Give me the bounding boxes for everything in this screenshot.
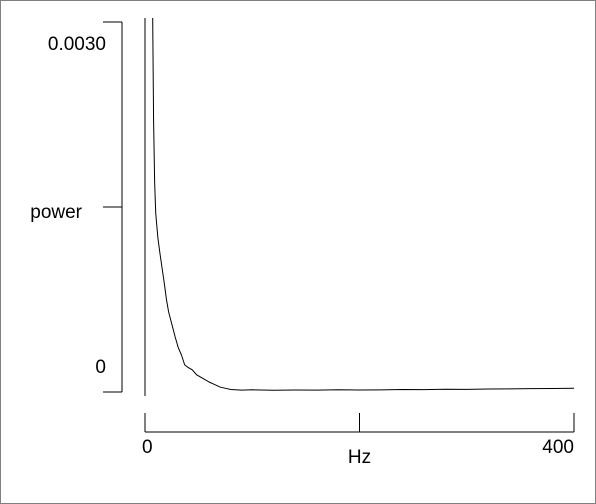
- data-line: [152, 18, 575, 391]
- x-tick-label: Hz: [348, 447, 371, 468]
- y-tick-label: 0.0030: [48, 34, 106, 55]
- x-tick-label: 0: [142, 437, 153, 458]
- x-tick-label: 400: [542, 437, 574, 458]
- y-tick-label: 0: [95, 357, 106, 378]
- y-tick-label: power: [30, 202, 82, 223]
